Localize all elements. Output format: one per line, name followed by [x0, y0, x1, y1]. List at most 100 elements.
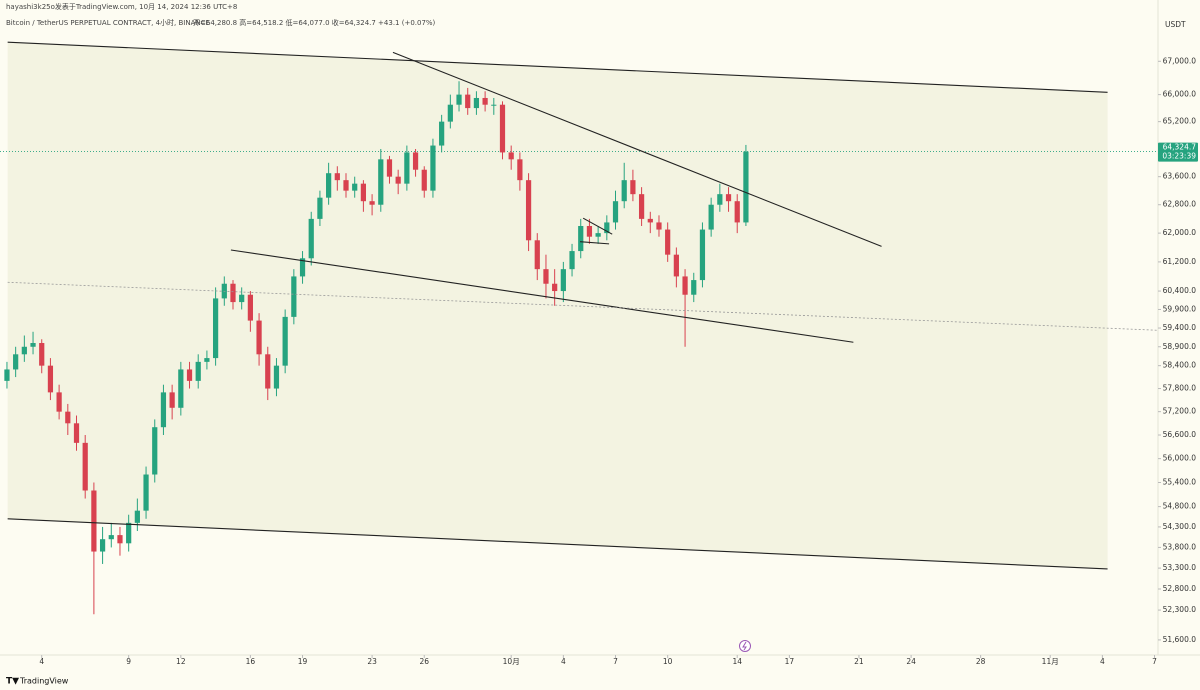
x-tick-label: 26 [419, 657, 429, 666]
x-tick-label: 11月 [1042, 657, 1059, 666]
y-tick-label: 56,000.0 [1163, 454, 1197, 463]
symbol-title: Bitcoin / TetherUS PERPETUAL CONTRACT, 4… [6, 18, 210, 27]
countdown: 03:23:39 [1162, 152, 1196, 161]
candle-body [47, 365, 54, 393]
candle-body [108, 535, 114, 540]
candle-body [91, 490, 97, 552]
logo-mark: T▼ [6, 677, 19, 687]
y-tick-label: 62,000.0 [1163, 228, 1197, 237]
y-tick-label: 57,800.0 [1163, 384, 1197, 393]
candle-body [13, 354, 19, 370]
y-tick-label: 63,600.0 [1163, 172, 1197, 181]
candle-body [699, 229, 706, 281]
candle-body [317, 197, 323, 219]
candle-body [169, 392, 175, 408]
footer-brand: TradingView [19, 677, 69, 686]
candle-body [73, 423, 80, 443]
y-tick-label: 58,900.0 [1163, 342, 1197, 351]
candle-body [186, 369, 193, 381]
attribution: hayashi3k25o发表于TradingView.com, 10月 14, … [6, 2, 237, 11]
y-tick-label: 56,600.0 [1163, 430, 1197, 439]
candle-body [99, 539, 106, 552]
candle-body [308, 218, 314, 259]
ohlc-values: 开=64,280.8 高=64,518.2 低=64,077.0 收=64,32… [193, 18, 436, 27]
candle-body [439, 121, 445, 146]
candle-body [65, 411, 71, 424]
candle-body [708, 204, 714, 230]
candle-body [143, 474, 149, 511]
candle-body [395, 176, 401, 184]
y-tick-label: 57,200.0 [1163, 407, 1197, 416]
candle-body [239, 294, 245, 303]
candle-body [134, 510, 140, 523]
candle-body [386, 159, 393, 177]
candle-body [230, 283, 236, 303]
candle-body [430, 145, 436, 191]
candle-body [117, 535, 123, 544]
x-tick-label: 23 [367, 657, 377, 666]
x-tick-label: 28 [976, 657, 986, 666]
candle-body [612, 201, 619, 223]
y-tick-label: 55,400.0 [1163, 477, 1197, 486]
x-tick-label: 9 [126, 657, 131, 666]
candle-body [352, 183, 358, 191]
candle-body [473, 97, 480, 109]
y-tick-label: 52,800.0 [1163, 584, 1197, 593]
y-tick-label: 54,800.0 [1163, 502, 1197, 511]
x-tick-label: 4 [561, 657, 566, 666]
candle-body [30, 343, 36, 347]
candle-body [508, 152, 514, 160]
event-icon[interactable] [739, 640, 751, 652]
candle-body [4, 369, 10, 381]
candle-body [595, 233, 601, 237]
y-tick-label: 60,400.0 [1163, 286, 1197, 295]
candle-body [412, 152, 419, 170]
last-price-box [1158, 142, 1198, 162]
x-tick-label: 21 [854, 657, 864, 666]
y-tick-label: 58,400.0 [1163, 361, 1197, 370]
x-tick-label: 19 [298, 657, 308, 666]
candle-body [491, 104, 497, 106]
last-price-label: 64,324.7 [1163, 143, 1197, 152]
candle-body [404, 152, 410, 184]
candle-body [265, 354, 271, 389]
x-tick-label: 10 [663, 657, 673, 666]
candle-body [456, 94, 462, 105]
y-tick-label: 62,800.0 [1163, 200, 1197, 209]
x-tick-label: 12 [176, 657, 186, 666]
x-tick-label: 17 [785, 657, 795, 666]
candle-body [447, 104, 453, 122]
candle-body [630, 180, 636, 195]
candle-body [291, 276, 297, 317]
candle-body [569, 251, 575, 270]
y-tick-label: 53,800.0 [1163, 542, 1197, 551]
candle-body [578, 225, 584, 252]
x-tick-label: 4 [39, 657, 44, 666]
x-tick-label: 24 [906, 657, 916, 666]
candle-body [212, 298, 219, 359]
candle-body [178, 369, 184, 408]
candle-body [326, 173, 332, 198]
candle-body [152, 427, 158, 475]
candle-body [378, 159, 384, 205]
candle-body [534, 240, 540, 270]
candle-body [360, 183, 367, 202]
candle-body [647, 218, 653, 223]
trend-line [582, 217, 613, 235]
x-tick-label: 7 [1152, 657, 1157, 666]
candle-body [282, 316, 288, 366]
x-tick-label: 4 [1100, 657, 1105, 666]
candle-body [39, 343, 45, 366]
candle-body [682, 276, 688, 295]
candle-body [204, 358, 210, 362]
y-tick-label: 59,400.0 [1163, 323, 1197, 332]
candle-body [734, 201, 740, 223]
candle-body [560, 269, 566, 292]
candle-body [160, 392, 167, 428]
y-tick-label: 51,600.0 [1163, 635, 1197, 644]
candle-body [369, 201, 375, 205]
event-icon-bolt [742, 641, 747, 651]
plot-area [0, 41, 1159, 615]
candle-body [543, 269, 549, 284]
